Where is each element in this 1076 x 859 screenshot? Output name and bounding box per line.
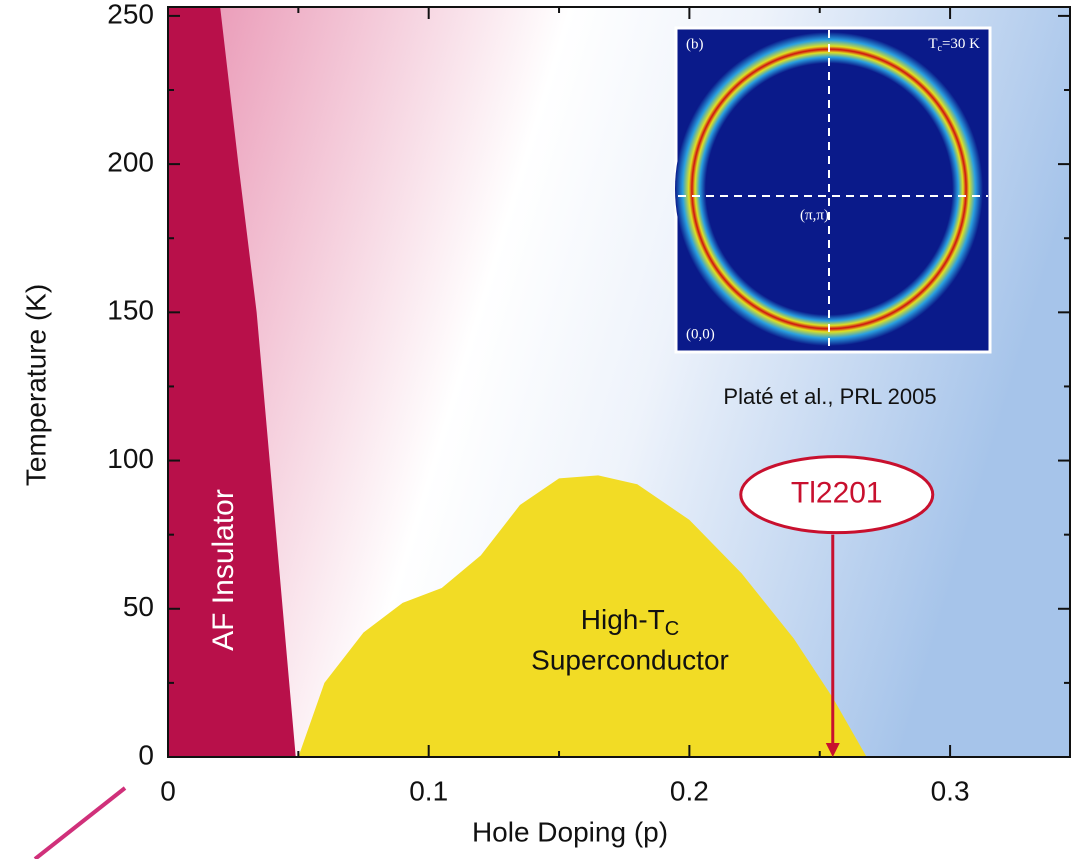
y-tick-label: 200 <box>107 147 154 178</box>
x-axis-title: Hole Doping (p) <box>472 816 668 847</box>
x-tick-label: 0.3 <box>931 775 970 806</box>
x-tick-label: 0.2 <box>670 775 709 806</box>
y-tick-label: 50 <box>123 591 154 622</box>
region-label: AF Insulator <box>207 489 240 651</box>
region-label: Superconductor <box>531 644 729 675</box>
inset: (b) Tc=30 K (π,π) (0,0) Platé et al., PR… <box>675 28 990 409</box>
y-tick-label: 100 <box>107 443 154 474</box>
inset-panel: (b) <box>686 36 704 52</box>
annotation-label: Tl2201 <box>791 477 883 510</box>
region-label: High-TC <box>581 604 679 640</box>
label-part: High-T <box>581 604 665 635</box>
y-axis-title: Temperature (K) <box>20 284 51 486</box>
y-tick-label: 250 <box>107 0 154 29</box>
inset-corner: (0,0) <box>686 326 715 342</box>
decor-line <box>35 788 125 859</box>
y-tick-label: 0 <box>138 739 154 770</box>
x-tick-label: 0.1 <box>409 775 448 806</box>
inset-center: (π,π) <box>800 207 829 223</box>
x-tick-label: 0 <box>160 775 176 806</box>
inset-tc: Tc=30 K <box>928 36 980 54</box>
y-tick-label: 150 <box>107 295 154 326</box>
chart: AF Insulator High-TC Superconductor (b) Tc… <box>0 0 1076 859</box>
label-part: C <box>665 618 679 640</box>
inset-caption: Platé et al., PRL 2005 <box>723 384 936 409</box>
